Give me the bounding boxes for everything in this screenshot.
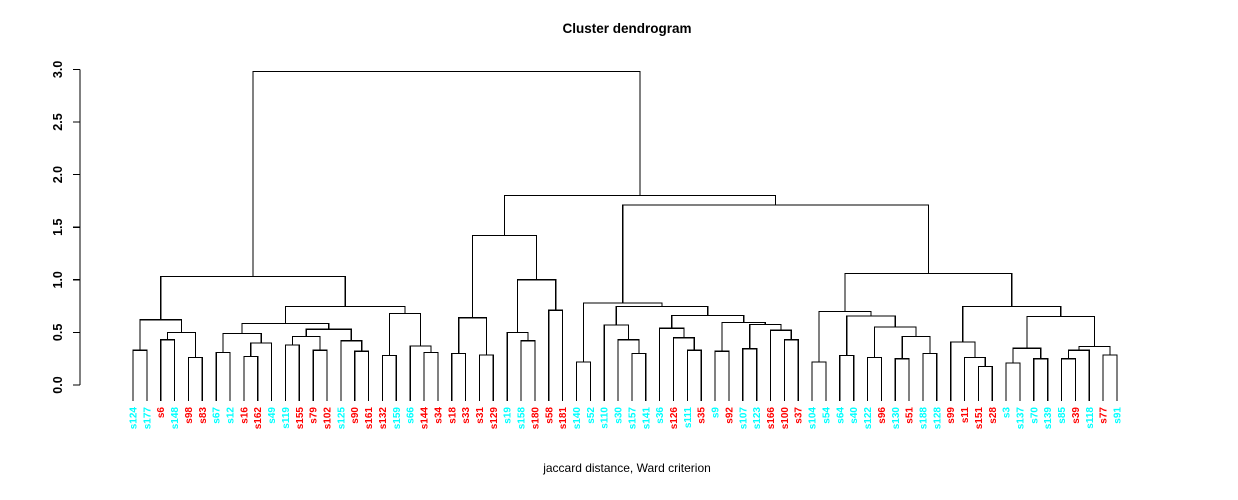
leaf-label: s151 [974, 407, 985, 430]
leaf-label: s123 [752, 407, 763, 430]
y-tick-label: 1.0 [51, 271, 65, 288]
leaf-label: s118 [1085, 407, 1096, 429]
y-tick-label: 1.5 [51, 218, 65, 235]
leaf-label: s155 [295, 407, 306, 430]
leaf-label: s54 [821, 407, 832, 424]
leaf-label: s137 [1015, 407, 1026, 430]
leaf-label: s139 [1043, 407, 1054, 430]
leaf-labels: s124 s177 s6 s148 s98 s83 s67 s12 s16 s162 s49 s119… [129, 407, 1124, 430]
leaf-label: s188 [918, 407, 929, 430]
leaf-label: s51 [905, 407, 916, 424]
y-tick-label: 2.0 [51, 166, 65, 183]
leaf-label: s6 [156, 407, 167, 419]
leaf-label: s92 [724, 407, 735, 424]
leaf-label: s83 [198, 407, 209, 424]
leaf-label: s119 [281, 407, 292, 429]
leaf-label: s66 [406, 407, 417, 424]
chart-title: Cluster dendrogram [562, 21, 691, 36]
y-tick-label: 2.5 [51, 113, 65, 130]
y-tick-label: 3.0 [51, 61, 65, 78]
leaf-label: s49 [267, 407, 278, 424]
leaf-label: s140 [572, 407, 583, 430]
leaf-label: s67 [212, 407, 223, 424]
leaf-label: s122 [863, 407, 874, 430]
y-axis-line [73, 68, 81, 386]
leaf-label: s28 [988, 407, 999, 424]
leaf-label: s39 [1071, 407, 1082, 424]
leaf-label: s162 [253, 407, 264, 430]
leaf-label: s144 [420, 407, 431, 430]
leaf-label: s9 [711, 407, 722, 419]
dendrogram-lines [132, 70, 1118, 401]
leaf-label: s98 [184, 407, 195, 424]
leaf-label: s58 [544, 407, 555, 424]
leaf-label: s159 [392, 407, 403, 430]
leaf-label: s36 [655, 407, 666, 424]
leaf-label: s64 [835, 407, 846, 424]
leaf-label: s35 [697, 407, 708, 424]
leaf-label: s181 [558, 407, 569, 430]
leaf-label: s52 [586, 407, 597, 424]
leaf-label: s34 [433, 407, 444, 424]
leaf-label: s161 [364, 407, 375, 430]
leaf-label: s3 [1002, 407, 1013, 419]
leaf-label: s166 [766, 407, 777, 430]
leaf-label: s12 [226, 407, 237, 424]
leaf-label: s90 [350, 407, 361, 424]
leaf-label: s96 [877, 407, 888, 424]
leaf-label: s110 [600, 407, 611, 429]
leaf-label: s128 [932, 407, 943, 430]
y-tick-label: 0.5 [51, 324, 65, 341]
leaf-label: s31 [475, 407, 486, 424]
chart-caption: jaccard distance, Ward criterion [542, 461, 711, 475]
leaf-label: s100 [780, 407, 791, 430]
leaf-label: s157 [627, 407, 638, 430]
leaf-label: s126 [669, 407, 680, 430]
leaf-label: s124 [129, 407, 140, 430]
leaf-label: s79 [309, 407, 320, 424]
leaf-label: s19 [503, 407, 514, 424]
leaf-label: s99 [946, 407, 957, 424]
leaf-label: s18 [447, 407, 458, 424]
leaf-label: s11 [960, 407, 971, 424]
leaf-label: s125 [336, 407, 347, 430]
leaf-label: s129 [489, 407, 500, 430]
leaf-label: s77 [1099, 407, 1110, 424]
leaf-label: s30 [614, 407, 625, 424]
y-tick-label: 0.0 [51, 376, 65, 393]
leaf-label: s70 [1029, 407, 1040, 424]
leaf-label: s85 [1057, 407, 1068, 424]
leaf-label: s16 [239, 407, 250, 424]
leaf-label: s40 [849, 407, 860, 424]
leaf-label: s107 [738, 407, 749, 430]
leaf-label: s141 [641, 407, 652, 430]
leaf-label: s91 [1113, 407, 1124, 424]
y-axis: 0.0 0.5 1.0 1.5 2.0 2.5 3.0 [51, 61, 81, 394]
leaf-label: s148 [170, 407, 181, 430]
leaf-label: s132 [378, 407, 389, 430]
leaf-label: s104 [808, 407, 819, 430]
leaf-label: s180 [530, 407, 541, 430]
leaf-label: s33 [461, 407, 472, 424]
leaf-label: s177 [142, 407, 153, 430]
leaf-label: s158 [517, 407, 528, 430]
leaf-label: s111 [683, 407, 694, 429]
leaf-label: s37 [794, 407, 805, 424]
dendrogram-tree-path [132, 70, 1118, 401]
leaf-label: s102 [323, 407, 334, 430]
leaf-label: s130 [891, 407, 902, 430]
